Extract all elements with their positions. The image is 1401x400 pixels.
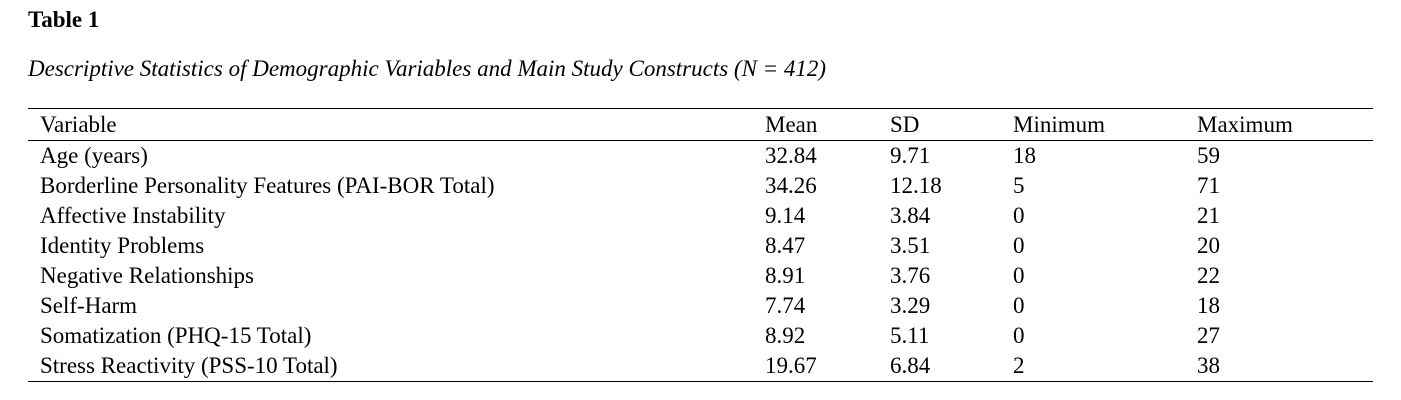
value-cell: 21 — [1197, 203, 1220, 229]
table-row: Self-Harm 7.74 3.29 0 18 — [28, 291, 1373, 321]
value-cell: 12.18 — [890, 173, 942, 199]
value-cell: 0 — [1013, 203, 1025, 229]
value-cell: 2 — [1013, 353, 1025, 379]
value-cell: 3.29 — [890, 293, 931, 319]
value-cell: 3.76 — [890, 263, 931, 289]
value-cell: 0 — [1013, 293, 1025, 319]
value-cell: 9.71 — [890, 143, 931, 169]
value-cell: 5.11 — [890, 323, 930, 349]
variable-cell: Self-Harm — [40, 293, 138, 319]
column-header-sd: SD — [890, 108, 1013, 142]
column-header-maximum: Maximum — [1197, 108, 1373, 142]
value-cell: 34.26 — [765, 173, 817, 199]
table-row: Affective Instability 9.14 3.84 0 21 — [28, 201, 1373, 231]
table-label: Table 1 — [28, 7, 100, 32]
value-cell: 8.92 — [765, 323, 806, 349]
variable-cell: Borderline Personality Features (PAI-BOR… — [40, 173, 495, 199]
variable-cell: Identity Problems — [40, 233, 205, 259]
table-row: Identity Problems 8.47 3.51 0 20 — [28, 231, 1373, 261]
value-cell: 5 — [1013, 173, 1025, 199]
table-row: Somatization (PHQ-15 Total) 8.92 5.11 0 27 — [28, 321, 1373, 351]
value-cell: 0 — [1013, 233, 1025, 259]
column-header-minimum: Minimum — [1013, 108, 1197, 142]
value-cell: 8.91 — [765, 263, 806, 289]
table-row: Negative Relationships 8.91 3.76 0 22 — [28, 261, 1373, 291]
value-cell: 3.51 — [890, 233, 931, 259]
value-cell: 7.74 — [765, 293, 806, 319]
value-cell: 32.84 — [765, 143, 817, 169]
table-caption: Descriptive Statistics of Demographic Va… — [28, 55, 827, 81]
value-cell: 18 — [1197, 293, 1220, 319]
table-row: Age (years) 32.84 9.71 18 59 — [28, 141, 1373, 172]
value-cell: 71 — [1197, 173, 1220, 199]
value-cell: 59 — [1197, 143, 1220, 169]
column-header-variable: Variable — [28, 108, 765, 142]
value-cell: 3.84 — [890, 203, 931, 229]
table-header-row: Variable Mean SD Minimum Maximum — [28, 108, 1373, 142]
value-cell: 22 — [1197, 263, 1220, 289]
value-cell: 20 — [1197, 233, 1220, 259]
variable-cell: Somatization (PHQ-15 Total) — [40, 323, 312, 349]
table-row: Borderline Personality Features (PAI-BOR… — [28, 171, 1373, 201]
variable-cell: Negative Relationships — [40, 263, 254, 289]
column-header-mean: Mean — [765, 108, 890, 142]
value-cell: 6.84 — [890, 353, 931, 379]
value-cell: 0 — [1013, 263, 1025, 289]
variable-cell: Age (years) — [40, 143, 148, 169]
value-cell: 18 — [1013, 143, 1036, 169]
table-row: Stress Reactivity (PSS-10 Total) 19.67 6.8… — [28, 351, 1373, 382]
value-cell: 19.67 — [765, 353, 817, 379]
value-cell: 8.47 — [765, 233, 806, 259]
variable-cell: Affective Instability — [40, 203, 226, 229]
variable-cell: Stress Reactivity (PSS-10 Total) — [40, 353, 338, 379]
value-cell: 9.14 — [765, 203, 806, 229]
value-cell: 27 — [1197, 323, 1220, 349]
descriptive-statistics-table: Variable Mean SD Minimum Maximum Age (years)… — [28, 108, 1373, 383]
value-cell: 38 — [1197, 353, 1220, 379]
value-cell: 0 — [1013, 323, 1025, 349]
